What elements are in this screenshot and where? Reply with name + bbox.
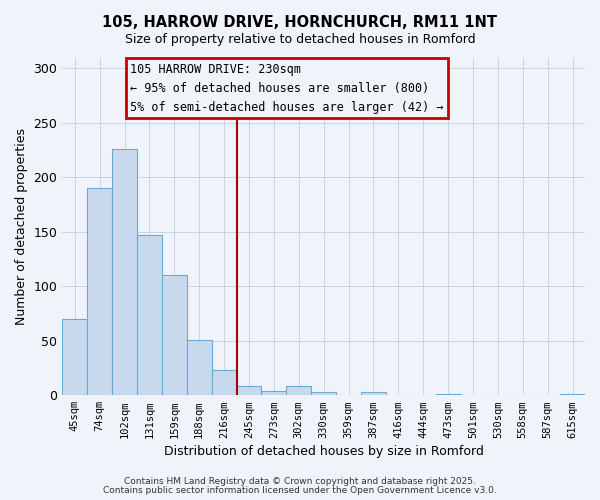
Bar [112,149,137,395]
Bar [236,386,262,395]
Y-axis label: Number of detached properties: Number of detached properties [15,128,28,325]
Bar [361,392,386,395]
Bar [311,392,336,395]
Text: Contains HM Land Registry data © Crown copyright and database right 2025.: Contains HM Land Registry data © Crown c… [124,477,476,486]
Bar [262,391,286,395]
Bar [187,340,212,395]
Bar [286,386,311,395]
X-axis label: Distribution of detached houses by size in Romford: Distribution of detached houses by size … [164,444,484,458]
Bar [162,276,187,395]
Bar [212,370,236,395]
Bar [560,394,585,395]
Text: Size of property relative to detached houses in Romford: Size of property relative to detached ho… [125,32,475,46]
Bar [62,319,87,395]
Bar [87,188,112,395]
Text: Contains public sector information licensed under the Open Government Licence v3: Contains public sector information licen… [103,486,497,495]
Text: 105 HARROW DRIVE: 230sqm
← 95% of detached houses are smaller (800)
5% of semi-d: 105 HARROW DRIVE: 230sqm ← 95% of detach… [130,62,444,114]
Bar [436,394,461,395]
Bar [137,235,162,395]
Text: 105, HARROW DRIVE, HORNCHURCH, RM11 1NT: 105, HARROW DRIVE, HORNCHURCH, RM11 1NT [103,15,497,30]
